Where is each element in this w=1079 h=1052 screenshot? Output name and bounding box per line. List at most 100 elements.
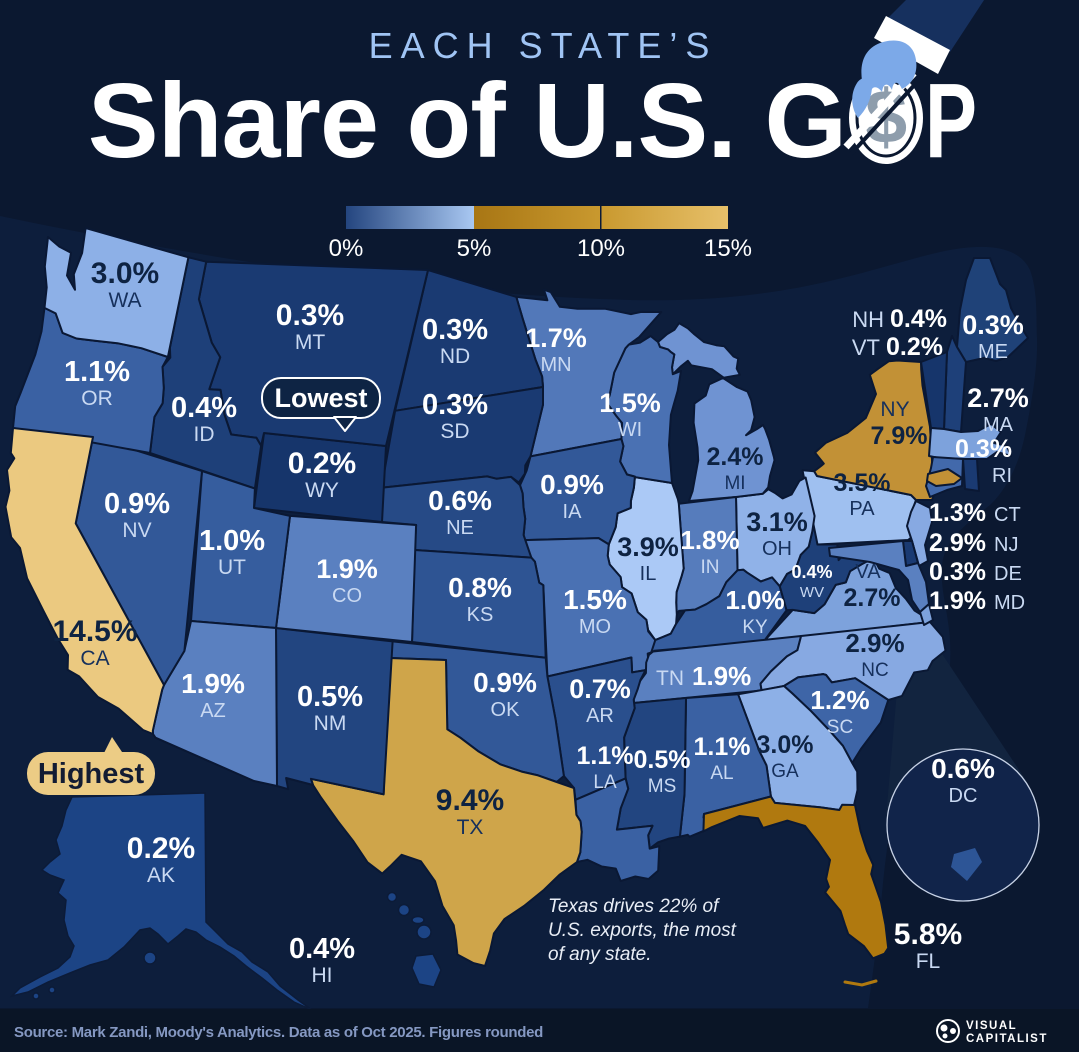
svg-text:0.3%: 0.3%	[962, 310, 1024, 340]
svg-text:U.S. exports, the most: U.S. exports, the most	[548, 920, 737, 941]
svg-text:NM: NM	[314, 712, 347, 735]
svg-text:MS: MS	[648, 776, 677, 797]
svg-text:MI: MI	[724, 473, 745, 494]
svg-text:DC: DC	[949, 785, 978, 807]
svg-text:WA: WA	[108, 289, 141, 312]
svg-text:9.4%: 9.4%	[436, 784, 504, 817]
svg-text:SD: SD	[440, 420, 469, 443]
svg-text:MT: MT	[295, 331, 325, 354]
svg-text:1.9%: 1.9%	[316, 554, 378, 584]
svg-text:GA: GA	[771, 761, 799, 782]
svg-text:3.9%: 3.9%	[617, 532, 679, 562]
svg-text:0.5%: 0.5%	[634, 746, 691, 774]
svg-text:AK: AK	[147, 864, 175, 887]
svg-text:AZ: AZ	[200, 700, 226, 722]
svg-text:1.0%: 1.0%	[199, 525, 265, 557]
svg-text:1.0%: 1.0%	[725, 585, 784, 615]
svg-text:ID: ID	[194, 423, 215, 446]
svg-text:3.5%: 3.5%	[834, 469, 891, 497]
svg-text:HI: HI	[312, 964, 333, 987]
svg-text:0.9%: 0.9%	[104, 488, 170, 520]
svg-text:3.0%: 3.0%	[757, 731, 814, 759]
svg-text:7.9%: 7.9%	[871, 422, 928, 450]
svg-text:VA: VA	[855, 561, 881, 583]
svg-text:PA: PA	[849, 498, 875, 520]
svg-text:5%: 5%	[457, 235, 492, 262]
svg-text:3.1%: 3.1%	[746, 507, 808, 537]
svg-text:TN: TN	[656, 667, 684, 690]
svg-text:of any state.: of any state.	[548, 944, 652, 965]
svg-text:0.3%: 0.3%	[422, 389, 488, 421]
svg-text:1.1%: 1.1%	[694, 733, 751, 761]
svg-text:CO: CO	[332, 585, 362, 607]
svg-text:2.7%: 2.7%	[844, 584, 901, 612]
svg-text:NJ: NJ	[994, 534, 1018, 556]
svg-text:RI: RI	[992, 465, 1012, 487]
svg-text:VISUAL: VISUAL	[966, 1020, 1017, 1032]
svg-text:0.5%: 0.5%	[297, 681, 363, 713]
svg-text:MA: MA	[983, 414, 1014, 436]
svg-text:IN: IN	[701, 557, 720, 578]
svg-text:1.1%: 1.1%	[577, 742, 634, 770]
svg-text:0.3%: 0.3%	[422, 314, 488, 346]
svg-text:1.8%: 1.8%	[680, 525, 739, 555]
svg-text:UT: UT	[218, 556, 246, 579]
svg-text:0.4%: 0.4%	[791, 562, 832, 582]
svg-text:0.4%: 0.4%	[171, 392, 237, 424]
svg-text:AL: AL	[710, 763, 733, 784]
svg-text:Source: Mark Zandi, Moody's An: Source: Mark Zandi, Moody's Analytics. D…	[14, 1024, 543, 1041]
svg-text:2.9%: 2.9%	[929, 529, 986, 557]
svg-text:15%: 15%	[704, 235, 752, 262]
svg-text:0.2%: 0.2%	[127, 832, 195, 865]
svg-text:0.6%: 0.6%	[428, 485, 492, 516]
svg-text:2.9%: 2.9%	[845, 628, 904, 658]
svg-text:2.4%: 2.4%	[707, 443, 764, 471]
svg-text:NC: NC	[861, 660, 888, 681]
svg-text:1.2%: 1.2%	[810, 685, 869, 715]
svg-text:0.3%: 0.3%	[276, 299, 344, 332]
svg-text:FL: FL	[916, 950, 941, 973]
svg-text:NY: NY	[880, 398, 909, 421]
svg-text:Texas drives 22% of: Texas drives 22% of	[548, 896, 720, 917]
svg-text:0.4%: 0.4%	[890, 305, 947, 333]
svg-text:0.7%: 0.7%	[569, 674, 631, 704]
svg-text:14.5%: 14.5%	[52, 615, 137, 648]
svg-text:NE: NE	[446, 517, 474, 539]
svg-text:0.2%: 0.2%	[288, 447, 356, 480]
svg-text:TX: TX	[457, 816, 484, 839]
svg-text:WY: WY	[305, 479, 339, 502]
svg-text:10%: 10%	[577, 235, 625, 262]
svg-text:NH: NH	[852, 307, 884, 332]
svg-text:2.7%: 2.7%	[967, 383, 1029, 413]
svg-text:P: P	[925, 62, 977, 180]
svg-text:WI: WI	[618, 419, 642, 441]
svg-text:OK: OK	[491, 699, 521, 721]
svg-text:ND: ND	[440, 345, 470, 368]
svg-text:OH: OH	[762, 538, 792, 560]
svg-text:0.2%: 0.2%	[886, 333, 943, 361]
svg-text:1.9%: 1.9%	[692, 661, 751, 691]
svg-text:AR: AR	[586, 705, 614, 727]
svg-text:KS: KS	[467, 604, 494, 626]
svg-text:IA: IA	[563, 501, 583, 523]
svg-text:1.3%: 1.3%	[929, 499, 986, 527]
svg-text:MO: MO	[579, 616, 611, 638]
svg-text:Highest: Highest	[38, 758, 145, 790]
svg-text:0.3%: 0.3%	[929, 558, 986, 586]
svg-text:Lowest: Lowest	[274, 383, 367, 413]
svg-text:OR: OR	[81, 387, 113, 410]
svg-text:LA: LA	[593, 772, 617, 793]
svg-text:MD: MD	[994, 592, 1025, 614]
svg-text:SC: SC	[827, 717, 853, 738]
svg-text:WV: WV	[800, 584, 824, 601]
svg-text:NV: NV	[122, 519, 151, 542]
svg-text:0.9%: 0.9%	[473, 667, 537, 698]
svg-text:1.9%: 1.9%	[929, 587, 986, 615]
svg-text:Share of U.S. G: Share of U.S. G	[88, 62, 846, 180]
svg-text:0.3%: 0.3%	[955, 435, 1012, 463]
svg-text:EACH STATE’S: EACH STATE’S	[369, 25, 718, 66]
svg-text:DE: DE	[994, 563, 1022, 585]
svg-text:MN: MN	[540, 354, 571, 376]
svg-text:5.8%: 5.8%	[894, 918, 962, 951]
svg-text:0%: 0%	[329, 235, 364, 262]
